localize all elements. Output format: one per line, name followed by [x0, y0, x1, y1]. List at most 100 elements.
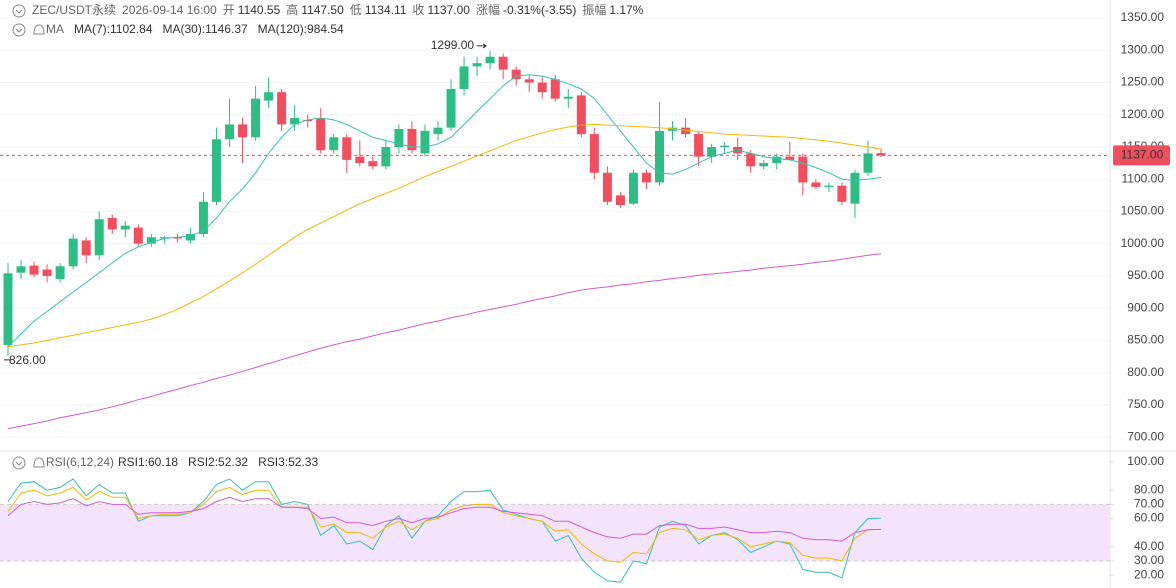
candle-body: [655, 130, 664, 183]
legend-entry: RSI1:60.18: [118, 455, 178, 469]
legend-toggle-icon: [12, 23, 26, 37]
candle-body: [811, 182, 821, 187]
y-tick-label: 80.00: [1134, 482, 1164, 496]
y-tick-label: 20.00: [1134, 567, 1164, 581]
header-datetime: 2026-09-14 16:00: [122, 3, 217, 17]
candle-body: [251, 98, 261, 138]
y-tick-label: 1100.00: [1122, 171, 1165, 185]
candle-body: [694, 134, 704, 157]
annotation-label: 826.00: [9, 353, 46, 367]
legend-entry: MA(7):1102.84: [74, 22, 153, 36]
candle-body: [759, 163, 769, 167]
legend-title: RSI(6,12,24): [46, 455, 114, 469]
header-field-value: 1.17%: [609, 3, 643, 17]
candle-body: [394, 128, 404, 147]
y-tick-label: 1350.00: [1121, 10, 1165, 24]
y-tick-label: 1050.00: [1121, 204, 1165, 218]
candle-body: [720, 145, 730, 147]
candle-body: [303, 119, 313, 122]
legend-entry: RSI2:52.32: [188, 455, 248, 469]
candle-body: [641, 172, 651, 183]
candle-body: [185, 234, 195, 241]
candle-body: [537, 82, 547, 93]
candle-body: [550, 79, 560, 99]
candle-body: [277, 92, 287, 125]
ma-line: [7, 253, 882, 430]
candle-body: [681, 127, 691, 135]
candle-body: [316, 117, 326, 151]
header-toggle-icon: [12, 4, 26, 18]
last-price-tag: [1113, 145, 1170, 166]
candle-body: [29, 265, 39, 275]
candle-body: [55, 266, 65, 280]
rsi-line: [7, 496, 882, 542]
candle-body: [785, 156, 795, 160]
candle-body: [446, 88, 456, 128]
header-field-label: 高: [286, 2, 298, 17]
candle-body: [68, 238, 78, 267]
candle-body: [342, 137, 352, 160]
y-tick-label: 950.00: [1127, 268, 1164, 282]
candle-body: [472, 63, 482, 67]
price-annotation: 826.00: [4, 353, 46, 367]
candle-body: [850, 172, 860, 204]
candle-body: [107, 217, 117, 230]
price-annotation: 1299.00: [431, 38, 488, 52]
candle-body: [576, 95, 586, 135]
candle-body: [133, 227, 143, 244]
header-field-value: -0.31%(-3.55): [503, 3, 576, 17]
candle-body: [459, 66, 469, 89]
candle-body: [211, 139, 221, 202]
legend-toggle-chevron: [15, 28, 23, 33]
candle-body: [238, 124, 248, 138]
candle-body: [615, 195, 625, 206]
legend-entry: MA(120):984.54: [258, 22, 344, 36]
candle-body: [746, 153, 756, 167]
ma-line: [7, 123, 882, 348]
candle-body: [433, 127, 443, 135]
y-tick-label: 70.00: [1134, 497, 1164, 511]
y-tick-label: 1000.00: [1121, 236, 1165, 250]
header-field-label: 低: [350, 3, 362, 17]
y-tick-label: 1200.00: [1121, 107, 1165, 121]
candle-body: [628, 172, 638, 204]
candle-body: [407, 128, 417, 151]
rsi-line: [7, 486, 882, 563]
candle-body: [290, 117, 300, 125]
candle-body: [602, 172, 612, 202]
header-field-value: 1134.11: [365, 3, 407, 17]
candle-body: [381, 146, 391, 167]
candle-body: [589, 134, 599, 173]
candle-body: [120, 225, 130, 230]
candle-body: [264, 92, 274, 101]
y-tick-label: 30.00: [1134, 553, 1164, 567]
legend-entry: MA(30):1146.37: [163, 22, 248, 36]
candle-body: [524, 79, 534, 83]
candle-body: [824, 185, 834, 187]
candle-body: [159, 237, 169, 239]
header-field-label: 涨幅: [476, 2, 500, 17]
y-tick-label: 40.00: [1134, 539, 1164, 553]
candle-body: [16, 266, 26, 273]
header-toggle-chevron: [15, 9, 23, 14]
y-tick-label: 850.00: [1127, 333, 1164, 347]
legend-title: MA: [46, 22, 64, 36]
y-tick-label: 800.00: [1127, 365, 1164, 379]
candle-body: [876, 153, 886, 156]
y-tick-label: 60.00: [1134, 511, 1164, 525]
candle-body: [837, 185, 847, 202]
alarm-icon: [33, 24, 45, 35]
candle-body: [172, 237, 182, 239]
y-tick-label: 100.00: [1127, 454, 1164, 468]
alarm-icon: [33, 457, 45, 468]
candle-body: [485, 56, 495, 64]
candle-body: [94, 219, 104, 256]
candle-body: [707, 146, 717, 157]
candle-body: [329, 137, 339, 151]
candle-body: [42, 269, 52, 276]
candle-body: [81, 240, 91, 256]
y-tick-label: 900.00: [1127, 300, 1164, 314]
candle-body: [198, 201, 208, 235]
y-tick-label: 1250.00: [1121, 75, 1165, 89]
